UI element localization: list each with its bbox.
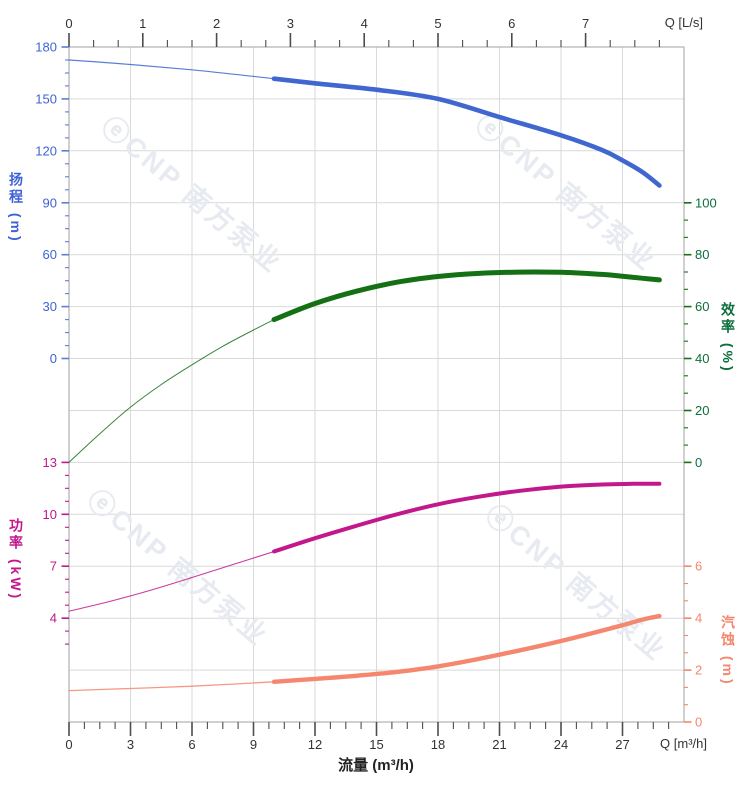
- svg-text:6: 6: [188, 737, 195, 752]
- svg-text:0: 0: [65, 16, 72, 31]
- svg-text:3: 3: [287, 16, 294, 31]
- head-axis-ticks: 180 150 120 90 60 30 0: [35, 40, 69, 366]
- svg-text:10: 10: [43, 507, 57, 522]
- watermark-text: ⓔCNP 南方泵业: [470, 108, 663, 277]
- svg-text:180: 180: [35, 40, 57, 55]
- svg-text:3: 3: [127, 737, 134, 752]
- watermark-text: ⓔCNP 南方泵业: [480, 498, 673, 667]
- svg-text:80: 80: [695, 247, 709, 262]
- svg-text:30: 30: [43, 299, 57, 314]
- svg-text:90: 90: [43, 195, 57, 210]
- svg-text:6: 6: [508, 16, 515, 31]
- npsh-curve: [68, 613, 662, 692]
- efficiency-axis-title: 效率 (%): [720, 302, 736, 374]
- svg-text:20: 20: [695, 403, 709, 418]
- npsh-axis-ticks: 6 4 2 0: [684, 559, 702, 730]
- power-curve: [68, 481, 662, 612]
- svg-text:40: 40: [695, 351, 709, 366]
- svg-text:60: 60: [43, 247, 57, 262]
- head-axis-title: 扬程 (m): [8, 172, 24, 244]
- svg-text:0: 0: [50, 351, 57, 366]
- efficiency-curve: [68, 269, 662, 463]
- svg-text:2: 2: [695, 663, 702, 678]
- svg-text:6: 6: [695, 559, 702, 574]
- top-axis-ticks: 0 1 2 3 4 5 6 7: [65, 16, 660, 47]
- svg-text:27: 27: [615, 737, 629, 752]
- svg-text:120: 120: [35, 143, 57, 158]
- svg-text:9: 9: [250, 737, 257, 752]
- bottom-axis-unit-label: Q [m³/h]: [660, 736, 707, 751]
- svg-text:18: 18: [431, 737, 445, 752]
- grid-lines: [69, 47, 684, 722]
- svg-text:1: 1: [139, 16, 146, 31]
- svg-text:0: 0: [65, 737, 72, 752]
- svg-text:150: 150: [35, 91, 57, 106]
- watermark-text: ⓔCNP 南方泵业: [82, 483, 275, 652]
- svg-text:5: 5: [434, 16, 441, 31]
- svg-text:60: 60: [695, 299, 709, 314]
- svg-text:24: 24: [554, 737, 568, 752]
- svg-text:2: 2: [213, 16, 220, 31]
- npsh-axis-title: 汽蚀 (m): [720, 615, 736, 687]
- svg-text:12: 12: [308, 737, 322, 752]
- svg-text:100: 100: [695, 195, 717, 210]
- svg-text:15: 15: [369, 737, 383, 752]
- svg-text:4: 4: [50, 611, 57, 626]
- flow-axis-title: 流量 (m³/h): [338, 757, 414, 774]
- head-curve: [68, 59, 662, 188]
- power-axis-ticks: 13 10 7 4: [43, 455, 69, 645]
- svg-text:0: 0: [695, 455, 702, 470]
- svg-text:0: 0: [695, 715, 702, 730]
- eff-axis-ticks: 100 80 60 40 20 0: [684, 195, 717, 470]
- svg-text:7: 7: [582, 16, 589, 31]
- power-axis-title: 功率 (kW): [8, 518, 24, 602]
- top-axis-unit-label: Q [L/s]: [664, 15, 703, 30]
- svg-text:13: 13: [43, 455, 57, 470]
- svg-text:21: 21: [492, 737, 506, 752]
- svg-text:4: 4: [361, 16, 368, 31]
- bottom-axis-ticks: 0 3 6 9 12 15 18 21 24 27: [65, 722, 670, 752]
- svg-text:4: 4: [695, 611, 702, 626]
- svg-text:7: 7: [50, 559, 57, 574]
